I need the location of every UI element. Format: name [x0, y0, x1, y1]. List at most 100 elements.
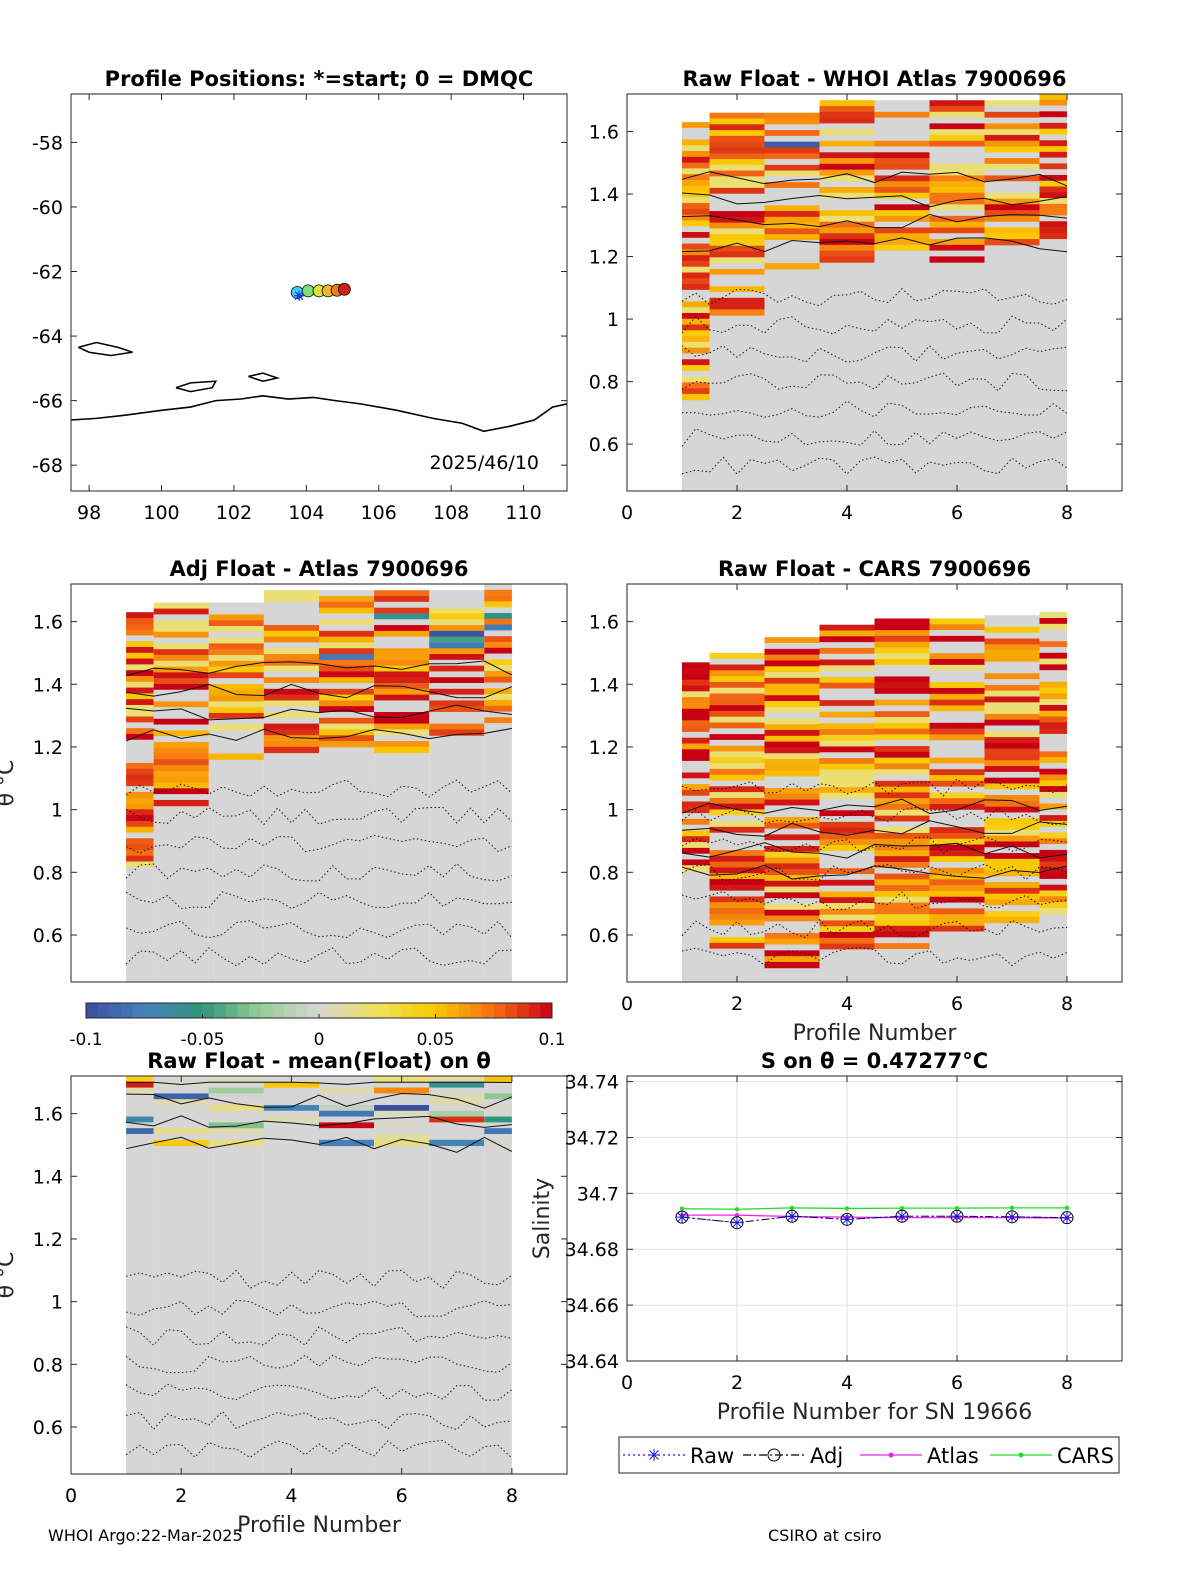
heat-cell — [208, 1087, 264, 1094]
heat-cell — [764, 124, 820, 131]
heat-cell — [374, 729, 430, 736]
heat-cell — [819, 879, 875, 887]
heat-cell — [208, 672, 264, 679]
heat-cell — [682, 679, 710, 687]
heat-cell — [126, 762, 154, 770]
heat-cell — [319, 683, 375, 690]
legend-label: Raw — [690, 1444, 734, 1468]
heat-cell — [1039, 221, 1067, 228]
heat-cell — [764, 112, 820, 120]
heat-cell — [929, 867, 985, 875]
x-tick-label: 0 — [621, 502, 633, 524]
heat-cell — [1039, 198, 1067, 205]
colorbar-segment — [470, 1003, 483, 1018]
heat-cell — [929, 751, 985, 759]
heat-cell — [984, 679, 1040, 686]
heat-cell — [819, 653, 875, 661]
x-tick-label: 108 — [433, 502, 469, 524]
heat-cell — [374, 717, 430, 725]
heat-cell — [153, 614, 209, 621]
heat-cell — [819, 198, 875, 205]
heat-cell — [208, 1122, 264, 1129]
heat-cell — [819, 850, 875, 858]
heat-cell — [874, 227, 930, 234]
heat-cell — [1039, 215, 1067, 222]
heat-cell — [484, 1087, 512, 1094]
colorbar-segment — [214, 1003, 227, 1018]
heat-cell — [709, 884, 765, 892]
heat-cell — [874, 699, 930, 706]
heat-cell — [682, 789, 710, 797]
heat-cell — [709, 792, 765, 799]
heat-cell — [874, 682, 930, 689]
y-tick-label: 34.7 — [577, 1183, 619, 1205]
heat-cell — [126, 629, 154, 636]
heat-cell — [709, 815, 765, 822]
heat-cell — [374, 1081, 430, 1089]
heat-cell — [208, 741, 264, 749]
heat-cell — [319, 1122, 375, 1129]
heat-cell — [208, 1104, 264, 1112]
heat-cell — [1039, 618, 1067, 625]
heat-cell — [1039, 704, 1067, 712]
heat-cell — [764, 811, 820, 818]
heat-cell — [709, 705, 765, 712]
heat-cell — [126, 618, 154, 625]
heat-cell — [819, 711, 875, 719]
heat-cell — [709, 176, 765, 183]
heat-cell — [984, 140, 1040, 148]
heat-cell — [929, 775, 985, 782]
heat-cell — [819, 717, 875, 724]
heat-cell — [874, 821, 930, 828]
heat-cell — [1039, 652, 1067, 660]
heat-cell — [819, 868, 875, 875]
heat-cell — [1039, 128, 1067, 135]
heat-cell — [764, 921, 820, 928]
heat-cell — [984, 684, 1040, 692]
heat-cell — [819, 932, 875, 939]
colorbar-segment — [528, 1003, 541, 1018]
heat-cell — [374, 712, 430, 719]
heat-cell — [984, 134, 1040, 142]
heat-cell — [874, 705, 930, 712]
heat-cell — [764, 822, 820, 830]
heat-cell — [764, 950, 820, 957]
heat-cell — [819, 106, 875, 113]
heat-cell — [874, 181, 930, 188]
contour-dotted — [125, 891, 512, 910]
colorbar-segment — [132, 1003, 145, 1018]
heat-cell — [984, 644, 1040, 651]
raw_mean-title: Raw Float - mean(Float) on θ — [147, 1049, 491, 1073]
heat-cell — [263, 642, 319, 649]
heat-cell — [126, 1104, 154, 1112]
x-tick-label: 0 — [65, 1485, 77, 1507]
heat-cell — [709, 658, 765, 666]
heat-cell — [819, 210, 875, 217]
heat-cell — [126, 745, 154, 752]
heat-cell — [429, 1116, 485, 1123]
heat-cell — [126, 1093, 154, 1100]
heat-cell — [682, 295, 710, 302]
heat-cell — [208, 1116, 264, 1123]
heat-cell — [709, 844, 765, 851]
heat-cell — [874, 117, 930, 124]
heat-cell — [819, 891, 875, 898]
heat-cell — [874, 244, 930, 252]
heat-cell — [484, 711, 512, 718]
heat-cell — [126, 646, 154, 654]
heat-cell — [484, 612, 512, 620]
heat-cell — [682, 151, 710, 158]
heat-cell — [819, 926, 875, 933]
heat-cell — [319, 619, 375, 626]
heat-cell — [263, 1110, 319, 1118]
heat-cell — [819, 734, 875, 742]
heat-cell — [984, 117, 1040, 124]
contour-dotted — [681, 947, 1068, 967]
heat-cell — [1039, 890, 1067, 897]
heat-cell — [764, 874, 820, 882]
heat-cell — [682, 318, 710, 326]
heat-cell — [984, 221, 1040, 228]
heat-cell — [764, 257, 820, 264]
heat-cell — [484, 653, 512, 660]
heat-cell — [208, 649, 264, 656]
